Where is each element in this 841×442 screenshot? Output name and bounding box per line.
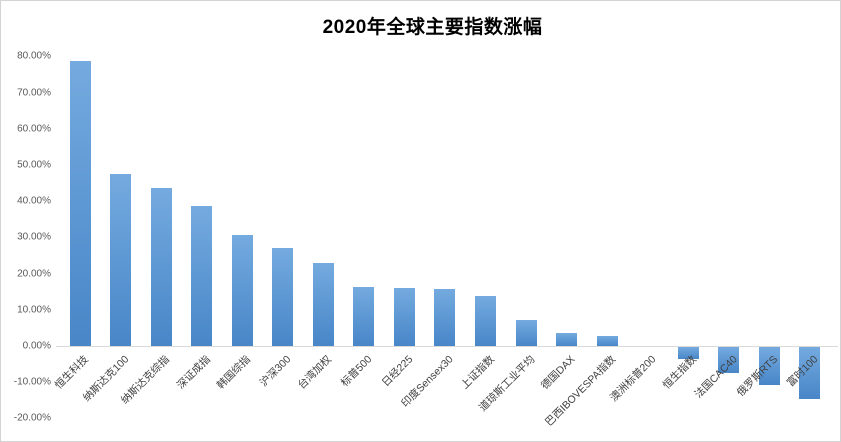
bar-18: [758, 347, 780, 385]
bar-10: [434, 289, 456, 346]
bar-14: [596, 335, 618, 346]
bar-3: [150, 188, 172, 346]
x-axis-category-label: 标普500: [339, 353, 375, 390]
y-axis-tick-label: 50.00%: [17, 159, 51, 171]
bar-6: [272, 247, 294, 346]
y-axis-tick-label: 80.00%: [17, 50, 51, 62]
bar-9: [393, 288, 415, 346]
y-axis-tick-label: -20.00%: [13, 412, 51, 424]
x-axis-category-label: 台湾加权: [296, 353, 335, 392]
y-axis-tick-label: 20.00%: [17, 268, 51, 280]
x-axis-category-label: 深证成指: [174, 353, 213, 392]
y-axis-tick-label: 70.00%: [17, 87, 51, 99]
y-axis-tick-label: -10.00%: [13, 376, 51, 388]
bar-4: [191, 205, 213, 346]
x-axis-category-label: 日经225: [379, 353, 416, 390]
bar-12: [515, 319, 537, 346]
bar-2: [110, 173, 132, 346]
x-axis-category-label: 法国CAC40: [692, 353, 740, 401]
x-axis-category-label: 巴西IBOVESPA指数: [542, 353, 619, 429]
bar-16: [677, 347, 699, 360]
y-axis-tick-label: 60.00%: [17, 123, 51, 135]
y-axis-tick-label: 0.00%: [22, 340, 51, 352]
bar-7: [312, 263, 334, 346]
y-axis-tick-label: 30.00%: [17, 231, 51, 243]
bar-19: [799, 347, 821, 399]
y-axis-tick-label: 10.00%: [17, 304, 51, 316]
y-axis-tick-label: 40.00%: [17, 195, 51, 207]
bar-8: [353, 286, 375, 346]
x-axis-line: [56, 346, 838, 347]
bar-1: [69, 61, 91, 346]
chart-title: 2020年全球主要指数涨幅: [322, 17, 543, 38]
x-axis-category-label: 上证指数: [458, 353, 497, 392]
bar-5: [231, 234, 253, 346]
bar-11: [475, 295, 496, 346]
bar-13: [556, 333, 578, 346]
x-axis-category-label: 沪深300: [257, 353, 294, 390]
bar-17: [718, 347, 740, 373]
x-axis-category-label: 韩国综指: [214, 353, 254, 392]
